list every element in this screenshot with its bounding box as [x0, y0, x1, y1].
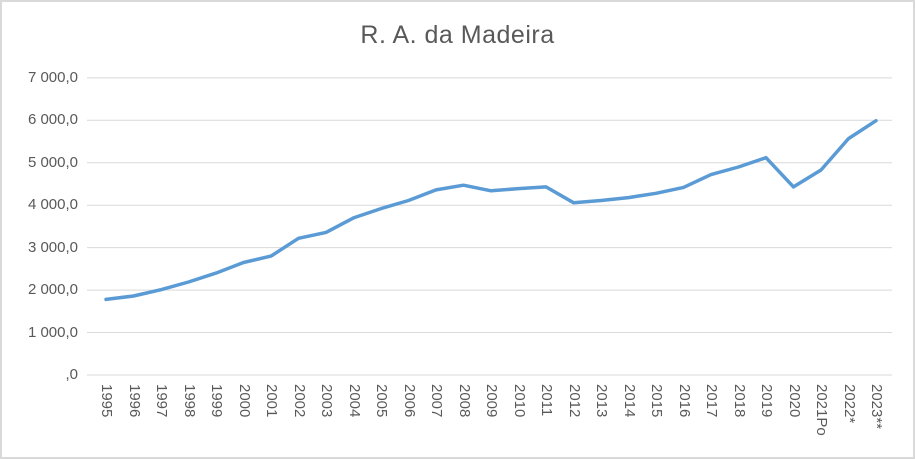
x-axis-label: 1999 [208, 384, 225, 418]
x-axis-label: 2004 [345, 384, 363, 418]
x-axis-label: 2014 [620, 384, 638, 418]
x-axis-label: 2012 [565, 384, 583, 418]
y-axis-label: ,0 [65, 366, 78, 383]
y-axis-label: 5 000,0 [27, 153, 78, 171]
x-axis-label: 2008 [455, 384, 473, 418]
x-axis-label: 2006 [400, 384, 418, 418]
y-axis-label: 4 000,0 [27, 196, 78, 214]
x-axis-label: 2021Po [813, 384, 830, 436]
x-axis-label: 1997 [153, 384, 170, 418]
x-axis-label: 2003 [318, 384, 335, 418]
x-axis-label: 1998 [180, 384, 198, 418]
x-axis-label: 1996 [125, 384, 143, 418]
x-axis-label: 2001 [263, 384, 280, 418]
x-axis-label: 1995 [98, 384, 115, 418]
x-axis-label: 2019 [758, 384, 775, 418]
x-axis-label: 2005 [373, 384, 390, 418]
y-axis-label: 1 000,0 [27, 323, 78, 341]
y-axis-label: 6 000,0 [27, 111, 78, 129]
x-axis-label: 2002 [290, 384, 308, 418]
x-axis-label: 2016 [675, 384, 693, 418]
series-line [104, 118, 878, 302]
y-axis-label: 2 000,0 [27, 281, 78, 299]
x-axis-label: 2023** [868, 384, 885, 430]
chart-title: R. A. da Madeira [360, 21, 555, 49]
x-axis-label: 2007 [428, 384, 445, 418]
x-axis-label: 2022* [840, 384, 858, 424]
x-axis-label: 2018 [730, 384, 748, 418]
x-axis-label: 2013 [593, 384, 610, 418]
y-axis-label: 7 000,0 [27, 68, 78, 86]
x-axis-label: 2015 [648, 384, 665, 418]
x-axis-label: 2011 [538, 384, 555, 417]
x-axis-label: 2000 [235, 384, 253, 418]
x-axis-label: 2010 [510, 384, 528, 418]
x-axis-label: 2017 [703, 384, 720, 418]
y-axis-label: 3 000,0 [27, 238, 78, 256]
x-axis-label: 2020 [785, 384, 803, 418]
x-axis-label: 2009 [483, 384, 500, 418]
